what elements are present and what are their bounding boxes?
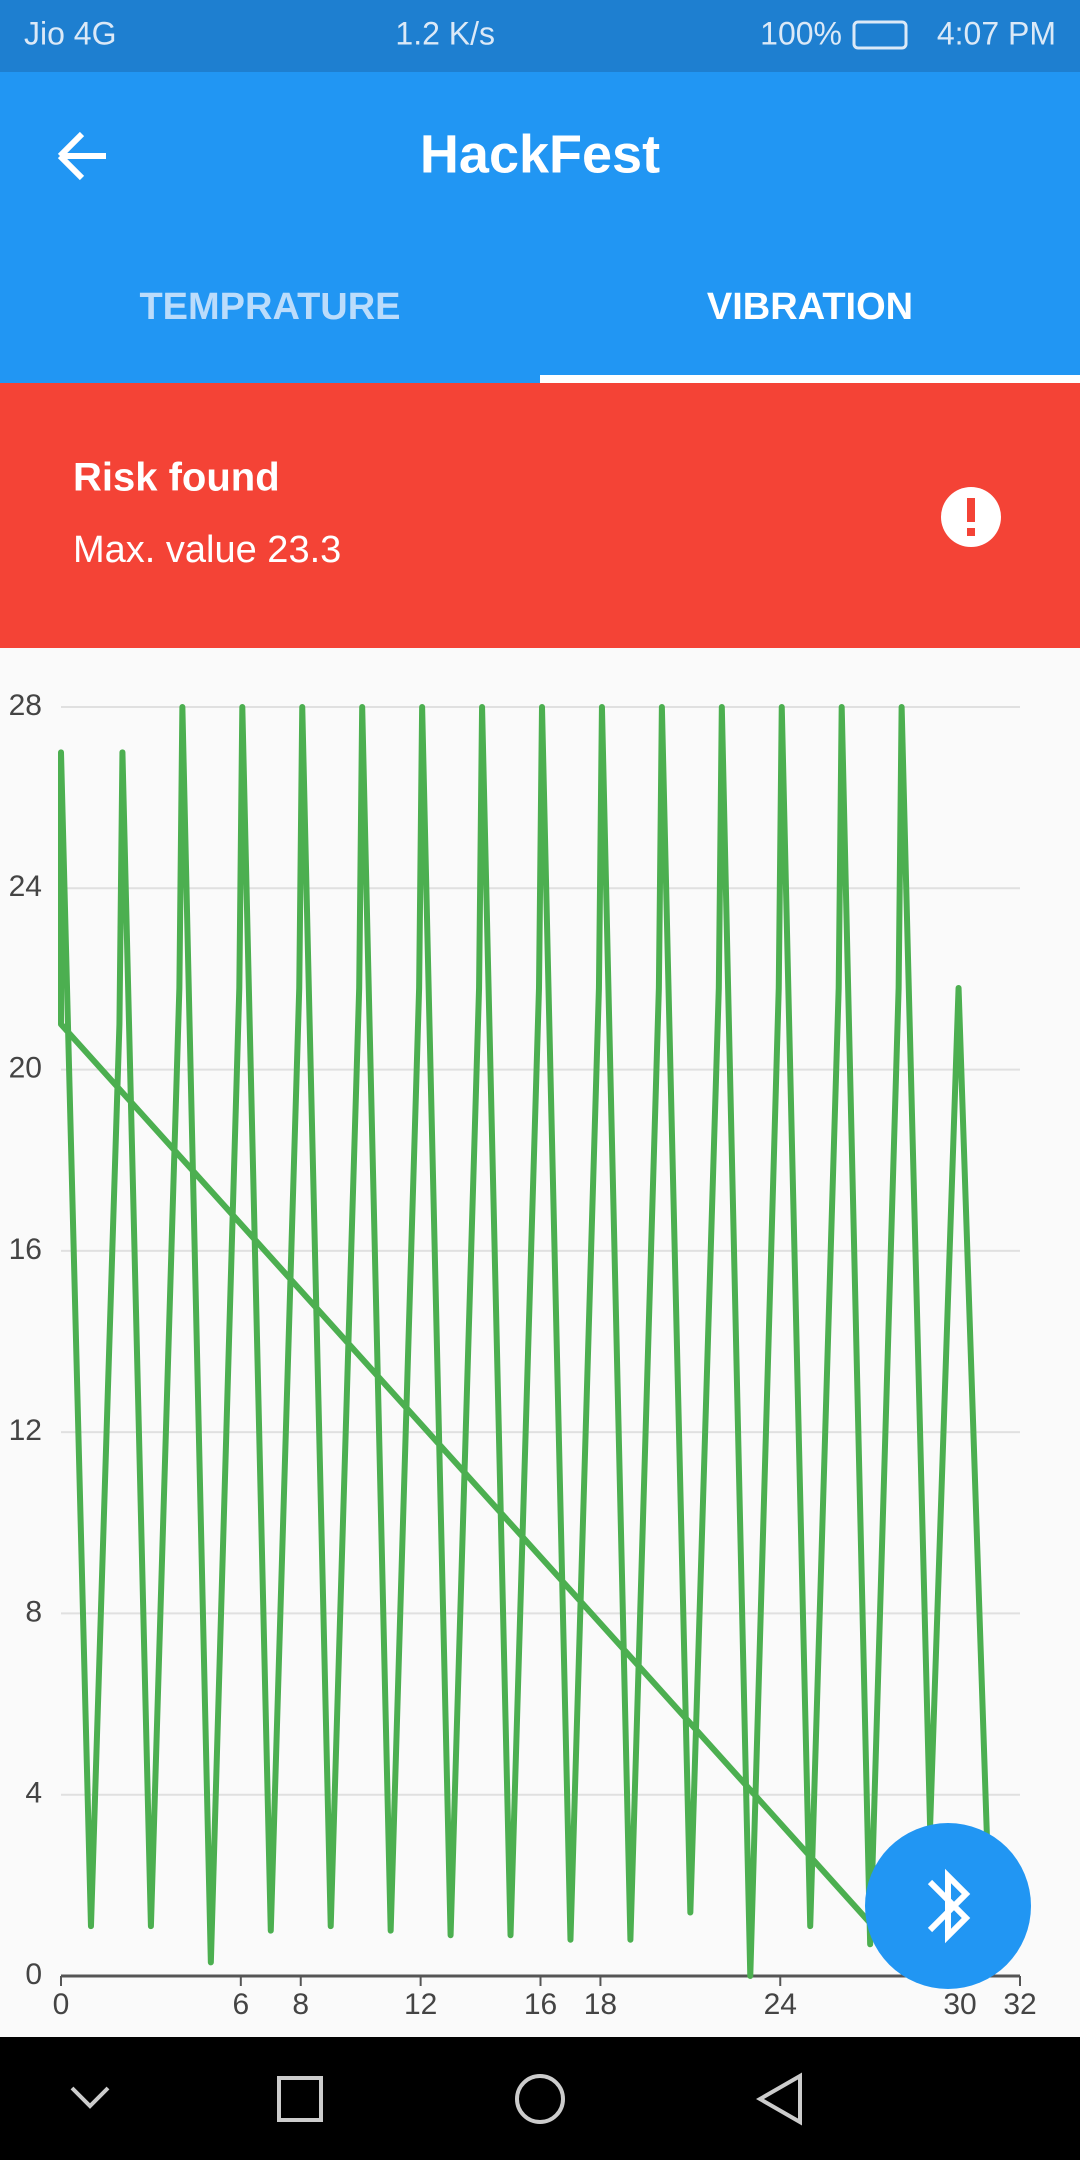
nav-home[interactable] [515,2074,565,2124]
y-tick-label: 16 [9,1233,42,1266]
y-tick-label: 12 [9,1414,42,1447]
data-line [58,704,991,1979]
tab[interactable]: VIBRATION [707,286,913,328]
net-speed: 1.2 K/s [395,15,495,51]
battery: 100% [760,15,842,51]
alert-title: Risk found [73,456,280,500]
y-tick-label: 8 [25,1595,42,1628]
tab[interactable]: TEMPRATURE [139,286,400,328]
y-tick-label: 28 [9,689,42,722]
x-tick-label: 30 [943,1988,976,2021]
x-tick-label: 32 [1003,1988,1036,2021]
y-tick-label: 24 [9,870,42,903]
alert-message: Max. value 23.3 [73,529,341,571]
x-tick-label: 8 [292,1988,309,2021]
nav-hide[interactable] [70,2086,110,2109]
tab-indicator [540,375,1080,383]
status-bar [0,0,1080,72]
x-tick-label: 12 [404,1988,437,2021]
plot: 0 4 8 12 16 20 24 28 0 6 8 12 16 18 24 30 32 [9,689,1037,2021]
x-tick-label: 16 [524,1988,557,2021]
x-tick-label: 18 [584,1988,617,2021]
x-tick-label: 6 [232,1988,249,2021]
x-tick-label: 24 [764,1988,797,2021]
alert-banner [0,383,1080,648]
alert-icon-mark [967,498,975,522]
app-bar [0,72,1080,383]
nav-bar [0,2037,1080,2160]
y-tick-label: 20 [9,1051,42,1084]
nav-back[interactable] [755,2072,802,2126]
bluetooth-icon [927,1868,971,1944]
y-tick-label: 4 [25,1777,42,1810]
clock: 4:07 PM [937,15,1056,51]
nav-recents[interactable] [277,2076,323,2122]
battery-icon [852,20,908,50]
y-tick-label: 0 [25,1958,42,1991]
alert-icon-dot [967,528,975,536]
x-tick-label: 0 [53,1988,70,2021]
back-button[interactable] [57,131,106,181]
carrier: Jio 4G [24,15,116,51]
app-title: HackFest [420,124,660,184]
